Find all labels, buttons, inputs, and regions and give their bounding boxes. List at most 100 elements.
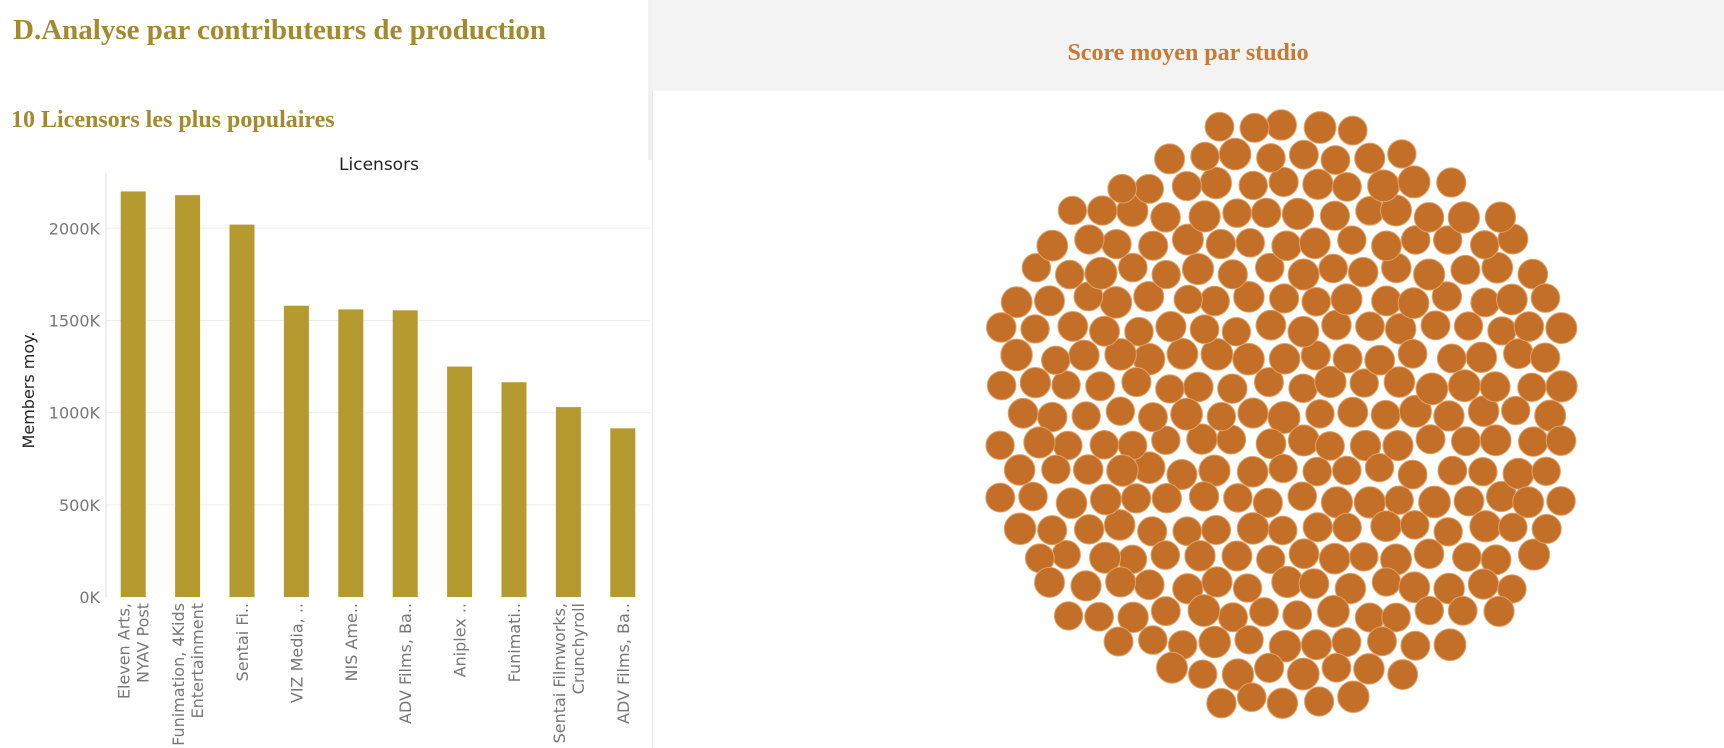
studio-bubble[interactable]: [1281, 197, 1315, 231]
studio-bubble[interactable]: [1137, 516, 1168, 547]
studio-bubble[interactable]: [1303, 686, 1335, 717]
studio-bubble[interactable]: [1467, 568, 1500, 600]
studio-bubble[interactable]: [1084, 601, 1114, 632]
studio-bubble[interactable]: [1413, 202, 1445, 233]
studio-bubble[interactable]: [1415, 372, 1449, 406]
studio-bubble[interactable]: [1303, 111, 1337, 144]
studio-bubble[interactable]: [1469, 510, 1502, 543]
bar[interactable]: [229, 224, 255, 597]
studio-bubble[interactable]: [1353, 653, 1385, 685]
studio-bubble[interactable]: [1020, 314, 1050, 344]
studio-bubble[interactable]: [1089, 430, 1120, 460]
studio-bubble[interactable]: [1420, 310, 1451, 341]
studio-bubble[interactable]: [1103, 626, 1134, 657]
studio-bubble[interactable]: [1133, 281, 1165, 313]
studio-bubble[interactable]: [1037, 515, 1068, 546]
studio-bubble[interactable]: [1436, 167, 1467, 198]
studio-bubble[interactable]: [1089, 483, 1122, 516]
studio-bubble[interactable]: [1003, 512, 1037, 546]
studio-bubble[interactable]: [1397, 287, 1430, 320]
studio-bubble[interactable]: [1099, 286, 1133, 319]
studio-bubble[interactable]: [1268, 342, 1301, 375]
studio-bubble[interactable]: [1298, 227, 1331, 260]
studio-bubble[interactable]: [1453, 311, 1484, 341]
studio-bubble[interactable]: [1436, 343, 1467, 374]
studio-bubble[interactable]: [1072, 454, 1104, 485]
studio-bubble[interactable]: [1267, 401, 1301, 434]
studio-bubble[interactable]: [985, 430, 1015, 460]
studio-bubble[interactable]: [1221, 317, 1252, 347]
studio-bubble[interactable]: [1301, 286, 1332, 317]
studio-bubble[interactable]: [1384, 313, 1417, 345]
studio-bubble[interactable]: [1200, 337, 1234, 371]
studio-bubble[interactable]: [1349, 368, 1379, 398]
studio-bubble[interactable]: [1337, 225, 1367, 255]
studio-bubble[interactable]: [1287, 424, 1320, 457]
studio-bubble[interactable]: [1321, 652, 1352, 683]
studio-bubble[interactable]: [1367, 169, 1400, 203]
studio-bubble[interactable]: [1468, 457, 1498, 487]
bar[interactable]: [555, 407, 581, 597]
studio-bubble[interactable]: [1057, 311, 1089, 342]
studio-bubble[interactable]: [1546, 486, 1576, 516]
studio-bubble[interactable]: [1437, 455, 1468, 486]
studio-bubble[interactable]: [1268, 629, 1302, 663]
studio-bubble[interactable]: [1186, 423, 1218, 455]
studio-bubble[interactable]: [1106, 454, 1139, 487]
studio-bubble[interactable]: [1413, 258, 1446, 291]
studio-bubble[interactable]: [1055, 487, 1088, 520]
studio-bubble[interactable]: [1397, 338, 1428, 369]
studio-bubble[interactable]: [1121, 366, 1152, 398]
studio-bubble[interactable]: [1483, 595, 1515, 627]
studio-bubble[interactable]: [1053, 601, 1084, 631]
studio-bubble[interactable]: [1271, 230, 1302, 262]
studio-bubble[interactable]: [1433, 517, 1463, 547]
studio-bubble[interactable]: [1512, 486, 1545, 519]
studio-bubble[interactable]: [1469, 230, 1500, 260]
studio-bubble[interactable]: [1317, 595, 1350, 628]
studio-bubble[interactable]: [1087, 195, 1118, 226]
studio-bubble[interactable]: [1084, 256, 1118, 290]
studio-bubble[interactable]: [1003, 454, 1036, 486]
studio-bubble[interactable]: [1222, 198, 1252, 228]
studio-bubble[interactable]: [1269, 283, 1300, 314]
studio-bubble[interactable]: [1254, 652, 1285, 683]
bar[interactable]: [447, 366, 473, 597]
studio-bubble[interactable]: [1105, 566, 1137, 598]
studio-bubble[interactable]: [1265, 109, 1297, 141]
studio-bubble[interactable]: [1302, 456, 1333, 487]
studio-bubble[interactable]: [1201, 566, 1233, 598]
studio-bubble[interactable]: [1413, 538, 1445, 570]
studio-bubble[interactable]: [1501, 395, 1531, 426]
studio-bubble[interactable]: [1150, 540, 1181, 570]
studio-bubble[interactable]: [1320, 145, 1351, 175]
studio-bubble[interactable]: [1268, 166, 1299, 198]
studio-bubble[interactable]: [1318, 253, 1349, 284]
studio-bubble[interactable]: [1204, 111, 1235, 142]
studio-bubble[interactable]: [1150, 201, 1181, 233]
studio-bubble[interactable]: [1051, 370, 1081, 400]
studio-bubble[interactable]: [1450, 426, 1481, 457]
studio-bubble[interactable]: [985, 482, 1016, 513]
bar[interactable]: [120, 191, 146, 597]
studio-bubble[interactable]: [1023, 426, 1056, 459]
studio-bubble[interactable]: [1256, 544, 1286, 575]
studio-bubble[interactable]: [1155, 374, 1185, 404]
studio-bubble[interactable]: [1332, 343, 1363, 374]
studio-bubble[interactable]: [1104, 338, 1137, 371]
studio-bubble[interactable]: [1432, 225, 1463, 255]
studio-bubble[interactable]: [1286, 657, 1320, 691]
studio-bubble[interactable]: [1400, 630, 1431, 661]
studio-bubble[interactable]: [1034, 566, 1066, 598]
studio-bubble[interactable]: [1089, 541, 1122, 574]
studio-bubble[interactable]: [1479, 371, 1511, 403]
studio-bubble[interactable]: [1447, 595, 1478, 626]
studio-bubble[interactable]: [1517, 426, 1549, 457]
studio-bubble[interactable]: [1397, 165, 1431, 199]
studio-bubble[interactable]: [1172, 516, 1203, 547]
studio-bubble[interactable]: [1531, 456, 1561, 487]
studio-bubble[interactable]: [1266, 687, 1299, 719]
studio-bubble[interactable]: [1355, 311, 1385, 342]
studio-bubble[interactable]: [1118, 252, 1148, 283]
studio-bubble[interactable]: [1154, 143, 1186, 175]
